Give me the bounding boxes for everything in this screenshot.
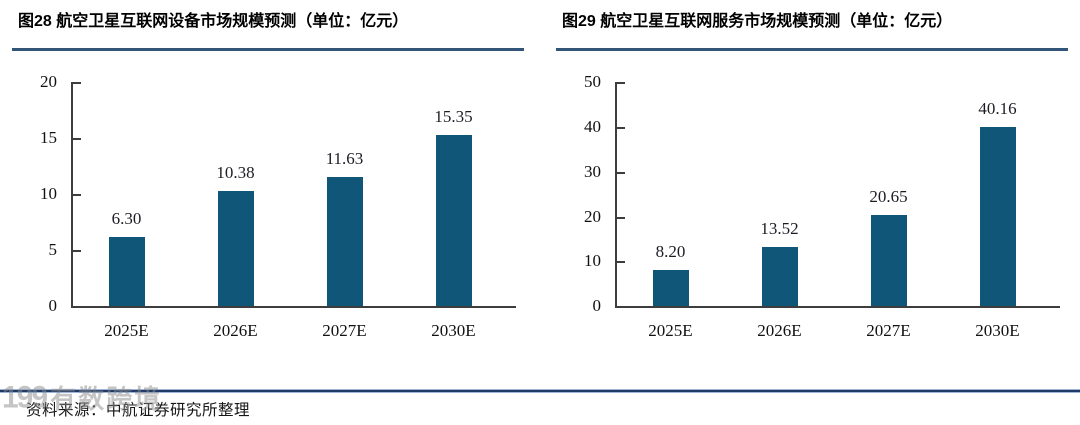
- y-tick-label: 15: [40, 128, 57, 148]
- x-axis-line: [615, 306, 1060, 309]
- y-tick-label: 20: [584, 206, 601, 226]
- bar: [870, 214, 907, 308]
- x-tick-label: 2027E: [866, 321, 911, 341]
- bar-value-label: 20.65: [869, 186, 908, 206]
- bar-value-label: 15.35: [434, 107, 473, 127]
- bar-value-label: 13.52: [760, 218, 799, 238]
- y-tick-label: 10: [40, 184, 57, 204]
- bar-value-label: 10.38: [216, 162, 255, 182]
- bar: [652, 270, 689, 308]
- y-tick-label: 20: [40, 72, 57, 92]
- bar: [979, 127, 1016, 308]
- y-axis-line: [71, 82, 73, 309]
- x-tick-label: 2026E: [213, 321, 258, 341]
- bar: [108, 236, 145, 308]
- y-tick-mark: [73, 194, 81, 197]
- y-tick-mark: [73, 138, 81, 141]
- figure-29-bar-chart: 0 10 20 30 40 50 8.20 2025E 13.52 2026E 20.65 2027E…: [562, 51, 1068, 351]
- bar: [326, 176, 363, 308]
- x-tick-label: 2030E: [431, 321, 476, 341]
- y-tick-label: 0: [48, 296, 58, 316]
- bar-value-label: 40.16: [978, 99, 1017, 119]
- bar-value-label: 6.30: [111, 208, 142, 228]
- y-tick-label: 50: [584, 72, 601, 92]
- x-tick-label: 2027E: [322, 321, 367, 341]
- x-axis-line: [71, 306, 516, 309]
- y-tick-label: 10: [584, 251, 601, 271]
- y-tick-label: 30: [584, 161, 601, 181]
- bar: [217, 190, 254, 308]
- y-tick-mark: [73, 250, 81, 253]
- y-tick-mark: [617, 126, 625, 129]
- figure-28-bar-chart: 0 5 10 15 20 6.30 2025E 10.38 2026E 11.63 2027E 15.…: [18, 51, 524, 351]
- y-tick-mark: [617, 82, 625, 85]
- y-tick-mark: [617, 216, 625, 219]
- bar-value-label: 11.63: [325, 148, 364, 168]
- bar: [761, 246, 798, 308]
- y-tick-label: 40: [584, 116, 601, 136]
- y-tick-label: 5: [48, 240, 58, 260]
- figure-29-title-rule: [556, 48, 1068, 52]
- bottom-divider: [0, 389, 1080, 393]
- x-tick-label: 2026E: [757, 321, 802, 341]
- figure-28: 图28 航空卫星互联网设备市场规模预测（单位：亿元） 0 5 10 15 20 6.30 2…: [12, 10, 524, 351]
- y-tick-mark: [617, 261, 625, 264]
- x-tick-label: 2025E: [104, 321, 149, 341]
- figure-28-title: 图28 航空卫星互联网设备市场规模预测（单位：亿元）: [18, 13, 409, 30]
- y-tick-label: 0: [592, 296, 602, 316]
- y-tick-mark: [73, 82, 81, 85]
- figure-28-title-rule: [12, 48, 524, 52]
- y-tick-mark: [617, 171, 625, 174]
- y-axis-line: [615, 82, 617, 309]
- figure-29: 图29 航空卫星互联网服务市场规模预测（单位：亿元） 0 10 20 30 40 50 8.…: [556, 10, 1068, 351]
- bar-value-label: 8.20: [655, 242, 686, 262]
- bar: [435, 135, 472, 308]
- x-tick-label: 2030E: [975, 321, 1020, 341]
- source-note: 资料来源：中航证券研究所整理: [26, 402, 251, 419]
- figure-29-title: 图29 航空卫星互联网服务市场规模预测（单位：亿元）: [562, 13, 953, 30]
- x-tick-label: 2025E: [648, 321, 693, 341]
- figures-row: 图28 航空卫星互联网设备市场规模预测（单位：亿元） 0 5 10 15 20 6.30 2…: [12, 10, 1068, 351]
